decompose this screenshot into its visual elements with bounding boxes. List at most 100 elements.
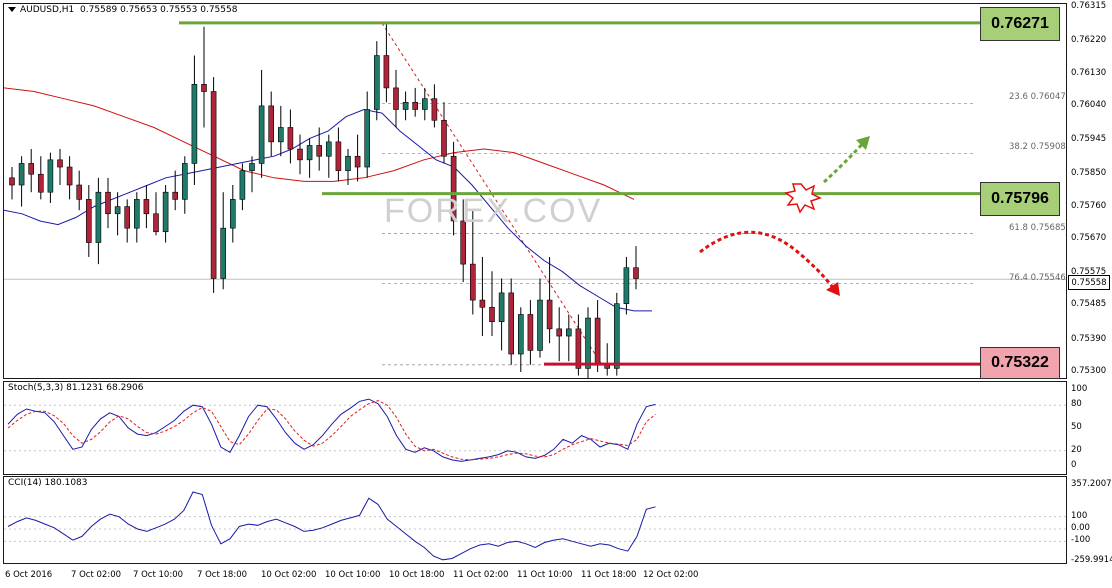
- candle-body: [230, 199, 236, 229]
- bullish-arrow: [822, 138, 868, 184]
- ohlc-values: 0.75589 0.75653 0.75553 0.75558: [80, 5, 238, 15]
- bearish-arrow: [699, 230, 836, 290]
- candle-body: [37, 173, 44, 193]
- stoch-tick-label: 100: [1071, 384, 1088, 394]
- stoch-tick-label: 50: [1071, 422, 1082, 432]
- candle-body: [18, 163, 25, 186]
- candle-body: [182, 163, 188, 200]
- candle-body: [268, 105, 275, 143]
- time-tick-label: 12 Oct 02:00: [643, 570, 699, 580]
- support-level-value: 0.75322: [991, 354, 1049, 371]
- moving-average-fast: [4, 108, 652, 312]
- cci-tick-label: -259.9914: [1071, 555, 1112, 565]
- time-tick-label: 11 Oct 10:00: [517, 570, 573, 580]
- stochastic-title: Stoch(5,3,3) 81.1231 68.2906: [8, 383, 144, 393]
- time-tick-label: 11 Oct 02:00: [453, 570, 509, 580]
- stoch-tick-label: 20: [1071, 444, 1082, 455]
- fib-trendline: [381, 22, 603, 366]
- support-level-box: 0.75322: [980, 347, 1060, 379]
- fib-label: 23.6 0.76047: [1009, 92, 1066, 103]
- candle-body: [47, 159, 54, 193]
- pivot-level-value: 0.75796: [991, 190, 1049, 207]
- candle-body: [460, 220, 467, 265]
- price-tick-label: 0.75850: [1071, 168, 1107, 179]
- cci-line: [7, 491, 656, 561]
- candle-body: [373, 55, 380, 110]
- breakout-burst-icon: [784, 183, 822, 214]
- candle-body: [585, 317, 591, 369]
- price-tick-label: 0.75575: [1071, 267, 1107, 278]
- candle-body: [66, 166, 73, 186]
- price-chart-pane[interactable]: FOREX.COV AUDUSD,H1 0.75589 0.75653 0.75…: [3, 3, 1067, 379]
- time-tick-label: 7 Oct 02:00: [71, 570, 122, 580]
- candle-body: [210, 91, 217, 279]
- candle-body: [201, 84, 207, 92]
- candle-body: [9, 177, 15, 186]
- candle-body: [162, 191, 169, 233]
- candle-body: [143, 199, 150, 215]
- candle-body: [594, 317, 601, 366]
- price-tick-label: 0.75485: [1071, 299, 1107, 310]
- candle-body: [287, 127, 294, 150]
- resistance-level-value: 0.76271: [991, 15, 1049, 32]
- stochastic-pane[interactable]: Stoch(5,3,3) 81.1231 68.2906: [3, 381, 1067, 475]
- cci-tick-label: 0.00: [1071, 522, 1090, 533]
- candle-body: [469, 263, 476, 301]
- candle-body: [517, 314, 524, 355]
- fib-label: 61.8 0.75685: [1009, 222, 1066, 233]
- cci-axis: 357.2007 100 0.00 -100 -259.9914: [1067, 476, 1112, 565]
- candle-body: [546, 299, 553, 330]
- stoch-main-line: [7, 398, 656, 462]
- candle-body: [258, 105, 265, 164]
- chart-menu-icon[interactable]: [8, 7, 16, 12]
- cci-pane[interactable]: CCI(14) 180.1083: [3, 476, 1067, 564]
- bearish-arrow-head: [826, 282, 840, 296]
- time-tick-label: 11 Oct 18:00: [581, 570, 637, 580]
- candle-body: [537, 299, 543, 351]
- candle-body: [76, 184, 82, 200]
- candle-body: [508, 292, 515, 355]
- candle-body: [489, 306, 495, 322]
- time-tick-label: 7 Oct 10:00: [133, 570, 184, 580]
- time-tick-label: 10 Oct 02:00: [261, 570, 317, 580]
- moving-average-slow: [4, 87, 635, 200]
- pivot-level-box: 0.75796: [980, 182, 1060, 216]
- time-tick-label: 10 Oct 10:00: [325, 570, 381, 580]
- candle-body: [277, 127, 284, 143]
- candle-body: [191, 84, 198, 164]
- fib-label: 76.4 0.75546: [1009, 272, 1066, 283]
- candle-body: [565, 328, 572, 337]
- time-axis[interactable]: 6 Oct 2016 7 Oct 02:00 7 Oct 10:00 7 Oct 18…: [3, 567, 1065, 585]
- candle-body: [316, 145, 323, 157]
- candle-body: [633, 267, 639, 279]
- candle-body: [28, 163, 35, 175]
- bullish-arrow-head: [856, 136, 870, 150]
- price-axis[interactable]: 0.76315 0.76220 0.76130 0.76040 0.75945 0.758…: [1067, 0, 1112, 380]
- candle-body: [105, 191, 111, 215]
- bid-price-label: 0.75558: [1068, 275, 1110, 290]
- cci-title: CCI(14) 180.1083: [8, 478, 88, 488]
- stoch-tick-label: 0: [1071, 460, 1077, 470]
- candle-body: [220, 227, 226, 279]
- stochastic-canvas: [4, 398, 1066, 462]
- candle-body: [527, 314, 534, 351]
- price-tick-label: 0.76040: [1071, 99, 1107, 110]
- candle-body: [393, 87, 399, 110]
- candle-body: [441, 119, 447, 157]
- time-tick-label: 7 Oct 18:00: [197, 570, 248, 580]
- candle-body: [364, 109, 371, 168]
- candle-body: [86, 199, 92, 243]
- cci-tick-label: 100: [1071, 510, 1088, 521]
- candle-body: [556, 328, 563, 337]
- candle-body: [421, 98, 428, 110]
- price-tick-label: 0.76315: [1071, 1, 1107, 11]
- watermark-text: FOREX.COV: [384, 192, 603, 230]
- candle-body: [124, 206, 130, 229]
- fib-label: 38.2 0.75908: [1009, 142, 1066, 153]
- candle-body: [345, 155, 351, 171]
- candle-body: [412, 101, 419, 110]
- candle-body: [325, 141, 332, 157]
- candle-body: [153, 213, 159, 233]
- candle-body: [575, 328, 582, 369]
- candle-body: [354, 155, 361, 168]
